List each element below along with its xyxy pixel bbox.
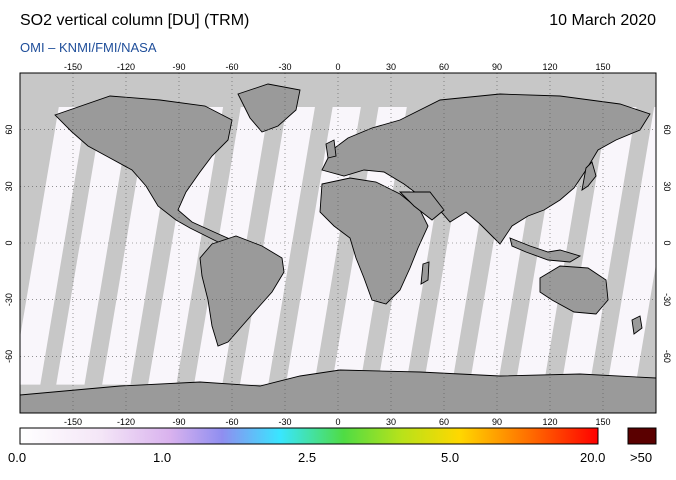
lon-tick-label-bottom: 0	[335, 417, 340, 427]
lat-tick-label-right: 0	[662, 240, 672, 245]
land-masses	[20, 83, 656, 413]
south-america	[199, 235, 285, 347]
map-frame	[19, 72, 657, 414]
colorbar-label-3: 5.0	[441, 450, 460, 465]
lon-tick-label-top: -150	[64, 62, 82, 72]
lat-tick-label-left: -60	[4, 350, 14, 363]
lon-tick-label-top: 0	[335, 62, 340, 72]
arabian-peninsula	[398, 191, 445, 221]
lon-tick-label-top: -60	[225, 62, 238, 72]
lon-tick-label-top: -90	[172, 62, 185, 72]
lon-tick-label-top: 150	[595, 62, 610, 72]
antarctica	[20, 369, 656, 413]
colorbar-label-1: 1.0	[153, 450, 172, 465]
graticule	[20, 73, 656, 413]
swath-band	[239, 107, 315, 385]
axis-ticks: -150 -150 -120 -120 -90 -90 -60 -60 -30 -30 0 0 30 30…	[4, 62, 672, 427]
colorbar-overflow-box	[627, 427, 657, 445]
australia	[539, 265, 609, 315]
swath-band	[285, 107, 361, 385]
lat-tick-label-left: 30	[4, 181, 14, 191]
lon-tick-label-bottom: -90	[172, 417, 185, 427]
colorbar-overflow-label: >50	[630, 450, 653, 465]
lon-tick-label-top: 30	[386, 62, 396, 72]
swath-band	[20, 107, 88, 385]
lon-tick-label-bottom: 150	[595, 417, 610, 427]
japan	[581, 161, 597, 191]
lon-tick-label-top: 60	[439, 62, 449, 72]
lat-tick-label-right: 30	[662, 181, 672, 191]
colorbar-scale	[19, 427, 599, 445]
new-zealand	[631, 315, 643, 335]
greenland	[237, 83, 301, 133]
swath-band	[561, 107, 637, 385]
lon-tick-label-bottom: 60	[439, 417, 449, 427]
british-isles	[325, 139, 337, 159]
swath-band	[148, 107, 224, 385]
colorbar-label-0: 0.0	[8, 450, 27, 465]
lon-tick-label-bottom: 90	[492, 417, 502, 427]
indonesia	[509, 237, 582, 263]
data-credit: OMI – KNMI/FMI/NASA	[20, 40, 157, 55]
lon-tick-label-top: -30	[278, 62, 291, 72]
lat-tick-label-right: -60	[662, 350, 672, 363]
swath-band	[607, 107, 656, 385]
lat-tick-label-left: 0	[4, 240, 14, 245]
colorbar-label-4: 20.0	[580, 450, 606, 465]
lon-tick-label-bottom: -120	[117, 417, 135, 427]
lon-tick-label-top: 120	[542, 62, 557, 72]
madagascar	[420, 261, 430, 285]
lon-tick-label-bottom: 120	[542, 417, 557, 427]
lon-tick-label-bottom: -30	[278, 417, 291, 427]
africa	[319, 177, 429, 305]
lon-tick-label-top: -120	[117, 62, 135, 72]
colorbar-label-2: 2.5	[298, 450, 317, 465]
lon-tick-label-top: 90	[492, 62, 502, 72]
lon-tick-label-bottom: -150	[64, 417, 82, 427]
swath-band	[56, 107, 132, 385]
lat-tick-label-right: 60	[662, 125, 672, 135]
lat-tick-label-right: -30	[662, 293, 672, 306]
lon-tick-label-bottom: 30	[386, 417, 396, 427]
lon-tick-label-bottom: -60	[225, 417, 238, 427]
map-title: SO2 vertical column [DU] (TRM)	[20, 12, 250, 29]
map-date: 10 March 2020	[549, 12, 656, 29]
lat-tick-label-left: -30	[4, 293, 14, 306]
lat-tick-label-left: 60	[4, 125, 14, 135]
